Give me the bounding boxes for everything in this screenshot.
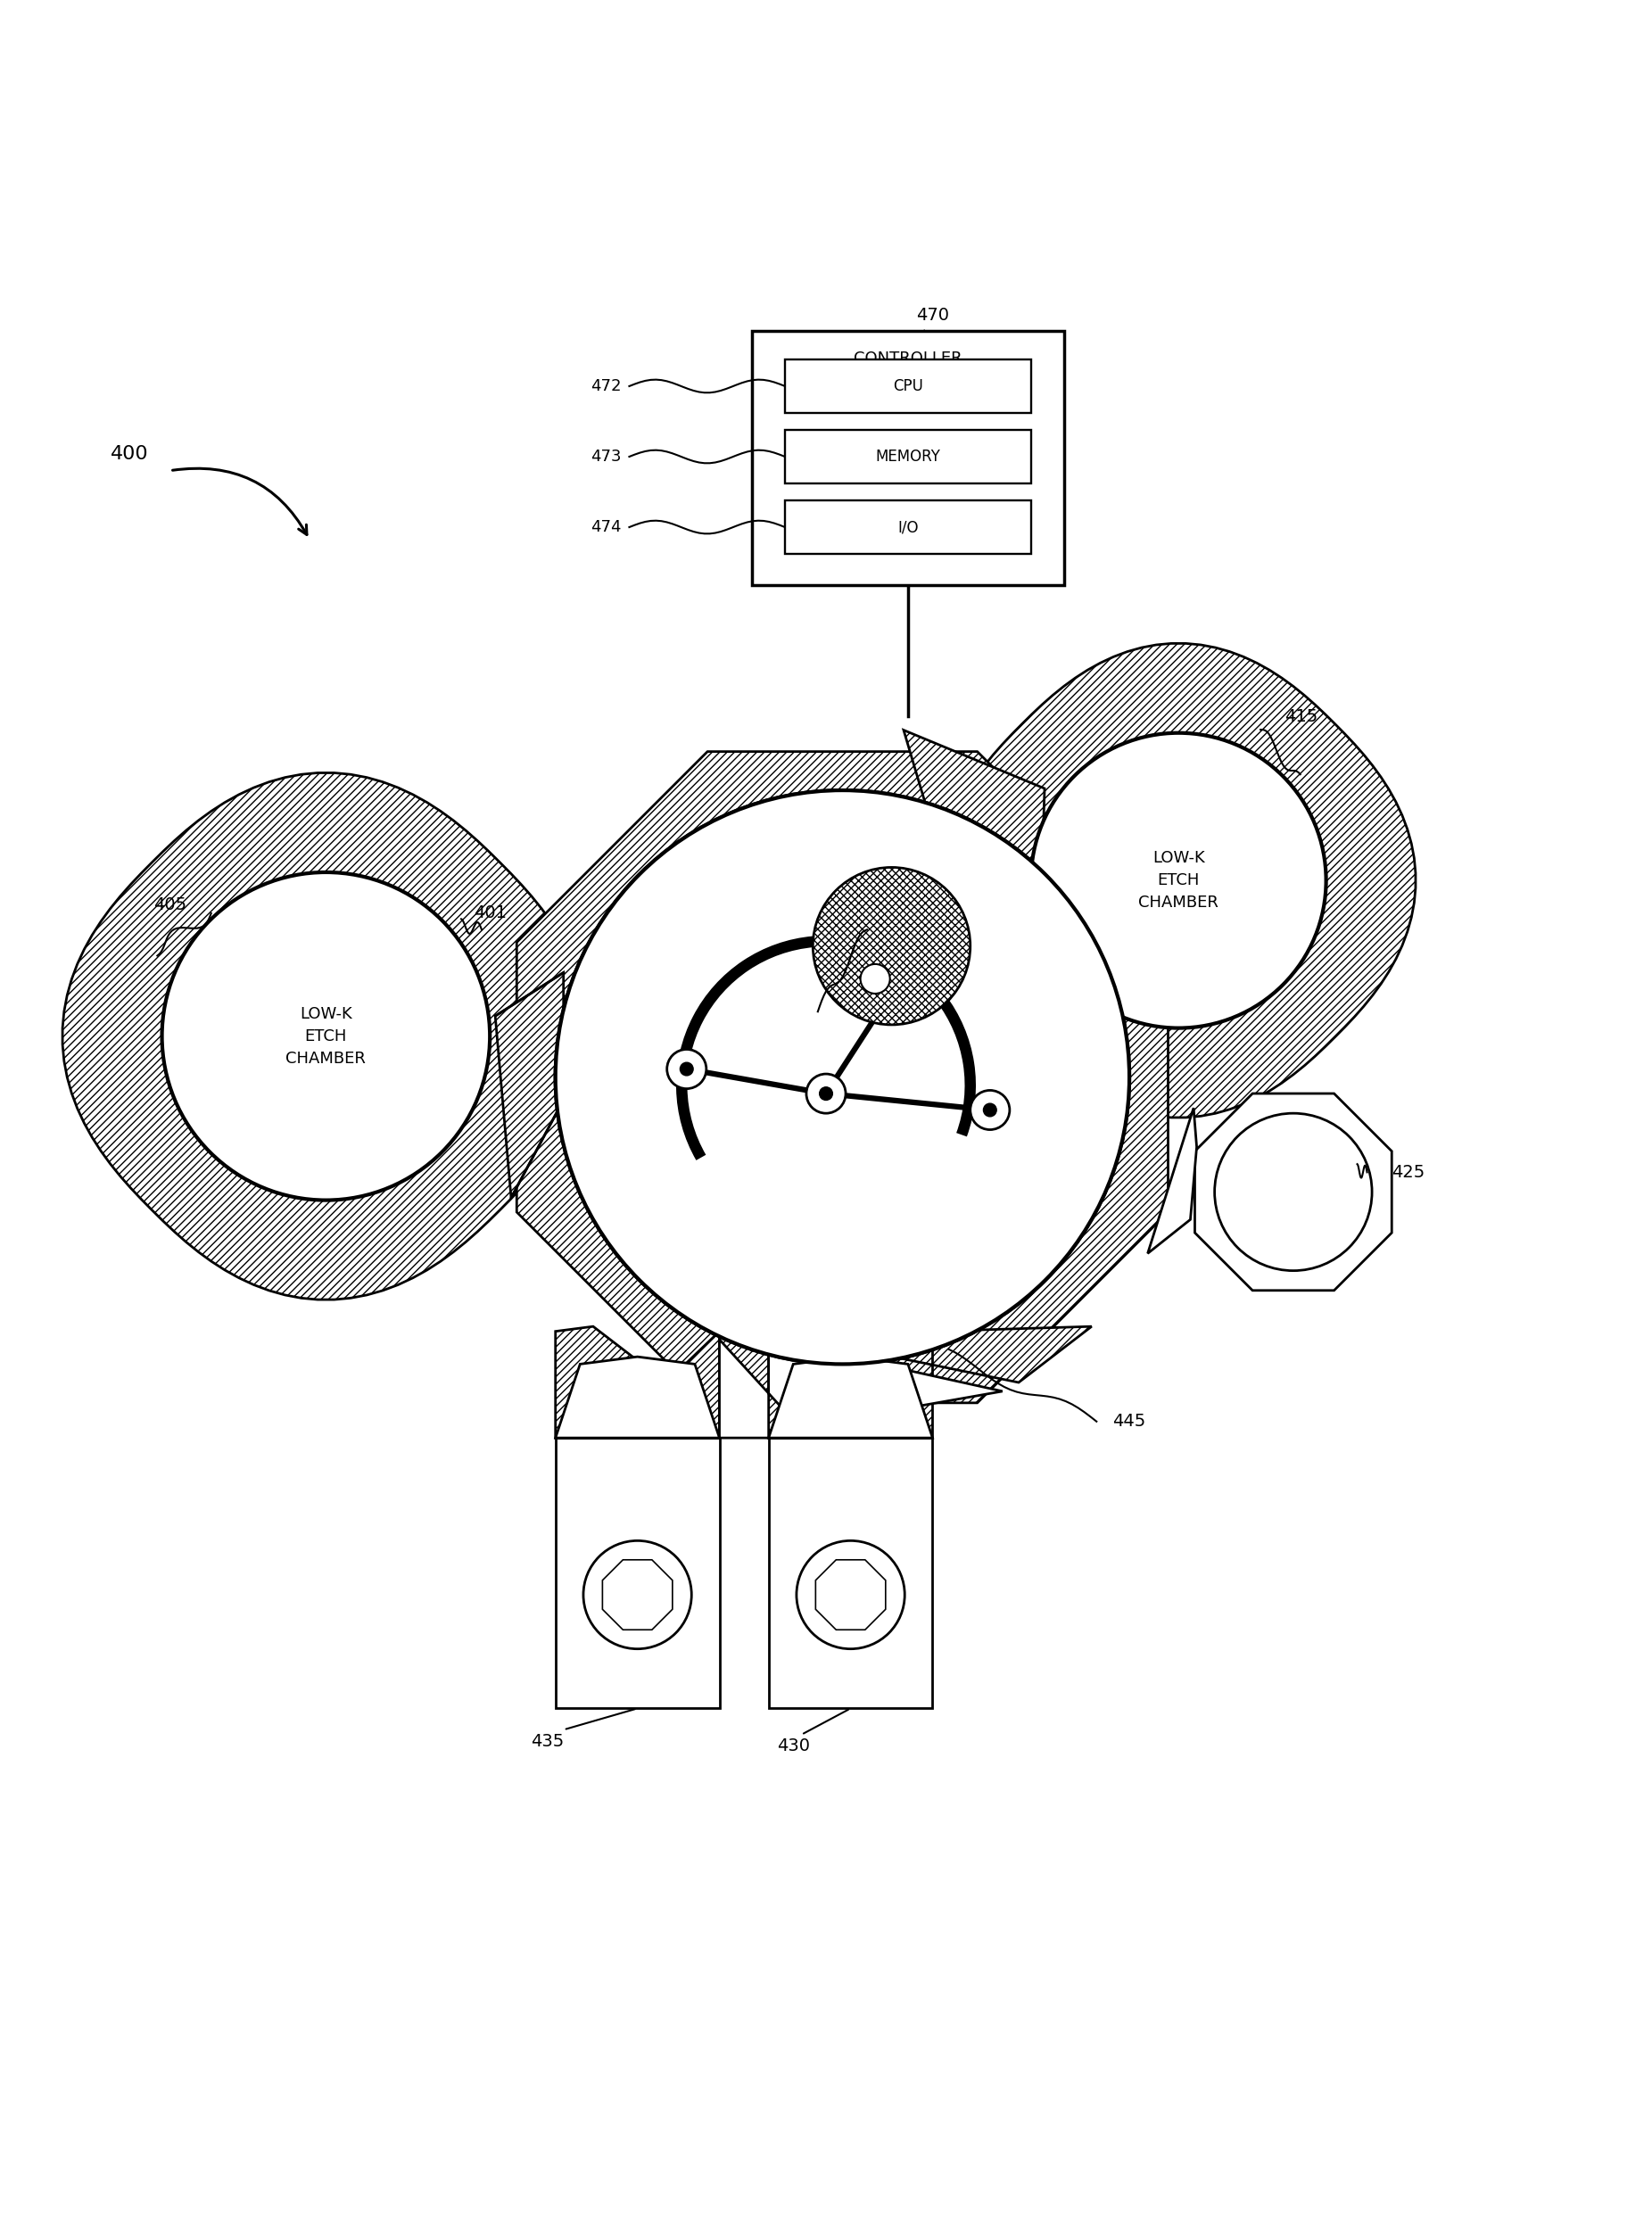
Circle shape bbox=[983, 1103, 996, 1117]
Circle shape bbox=[583, 1541, 692, 1649]
Circle shape bbox=[1031, 733, 1327, 1028]
Polygon shape bbox=[517, 753, 1168, 1403]
Polygon shape bbox=[496, 972, 563, 1199]
Text: 435: 435 bbox=[530, 1734, 563, 1749]
Text: 450: 450 bbox=[793, 1265, 826, 1283]
Bar bbox=[785, 431, 1031, 484]
Polygon shape bbox=[1194, 1094, 1391, 1290]
Text: 400: 400 bbox=[111, 446, 149, 464]
Circle shape bbox=[681, 1063, 694, 1074]
Text: 470: 470 bbox=[917, 306, 950, 324]
Circle shape bbox=[796, 1541, 905, 1649]
Polygon shape bbox=[719, 1339, 1003, 1439]
Bar bbox=[752, 331, 1064, 586]
Polygon shape bbox=[904, 730, 1044, 1050]
Text: 473: 473 bbox=[590, 448, 621, 464]
Circle shape bbox=[813, 868, 970, 1026]
Text: 445: 445 bbox=[1113, 1412, 1146, 1430]
Circle shape bbox=[667, 1050, 707, 1088]
Circle shape bbox=[1214, 1112, 1373, 1270]
Bar bbox=[768, 1439, 933, 1709]
Text: 425: 425 bbox=[1391, 1163, 1424, 1181]
Polygon shape bbox=[768, 1356, 933, 1439]
Text: 430: 430 bbox=[776, 1738, 809, 1754]
Circle shape bbox=[555, 790, 1130, 1363]
Text: 401: 401 bbox=[474, 906, 507, 921]
Text: I/O: I/O bbox=[897, 519, 919, 535]
Text: 472: 472 bbox=[590, 377, 621, 395]
Text: 455: 455 bbox=[776, 1003, 809, 1021]
Polygon shape bbox=[63, 773, 590, 1299]
Text: 474: 474 bbox=[590, 519, 621, 535]
Bar bbox=[785, 360, 1031, 413]
Polygon shape bbox=[816, 1561, 885, 1629]
Bar bbox=[555, 1439, 719, 1709]
Polygon shape bbox=[555, 1356, 719, 1439]
Circle shape bbox=[861, 963, 890, 995]
Text: 405: 405 bbox=[154, 897, 187, 915]
Bar bbox=[785, 500, 1031, 555]
Circle shape bbox=[819, 1088, 833, 1101]
Text: MEMORY: MEMORY bbox=[876, 448, 940, 464]
Circle shape bbox=[555, 790, 1130, 1363]
Circle shape bbox=[806, 1074, 846, 1112]
Circle shape bbox=[162, 872, 491, 1201]
Polygon shape bbox=[942, 644, 1416, 1117]
Circle shape bbox=[970, 1090, 1009, 1130]
Text: LOW-K
ETCH
CHAMBER: LOW-K ETCH CHAMBER bbox=[1138, 850, 1219, 910]
Polygon shape bbox=[1148, 1108, 1196, 1254]
Text: LOW-K
ETCH
CHAMBER: LOW-K ETCH CHAMBER bbox=[286, 1006, 367, 1066]
Text: 415: 415 bbox=[1285, 708, 1318, 726]
Polygon shape bbox=[603, 1561, 672, 1629]
Text: CONTROLLER: CONTROLLER bbox=[854, 351, 961, 366]
Polygon shape bbox=[555, 1328, 719, 1439]
Text: CPU: CPU bbox=[892, 377, 923, 395]
Polygon shape bbox=[768, 1328, 1092, 1439]
